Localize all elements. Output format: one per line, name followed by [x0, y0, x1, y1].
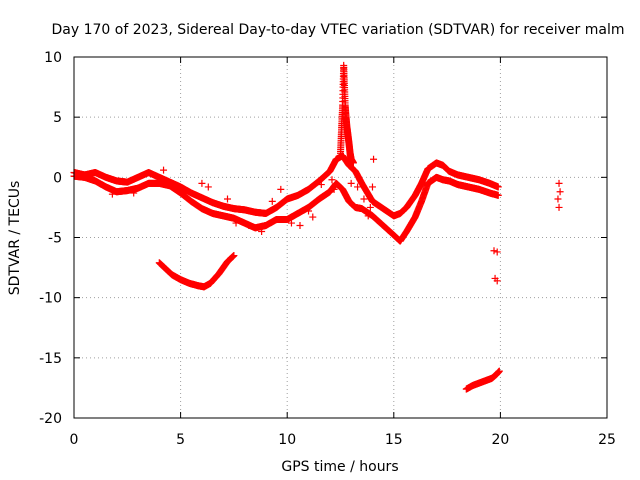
data-point-sparse-scatter [130, 189, 138, 197]
data-point-isolated [554, 195, 562, 203]
data-point-sparse-scatter [330, 185, 338, 193]
data-point-sparse-scatter [370, 155, 378, 163]
data-point-isolated [555, 179, 563, 187]
y-tick-label: 10 [44, 50, 62, 66]
y-tick-label: -15 [39, 351, 62, 367]
data-point-spike [349, 159, 357, 167]
data-point-deep-tail [495, 367, 503, 375]
data-point-sparse-scatter [224, 195, 232, 203]
data-point-sparse-scatter [296, 221, 304, 229]
data-point-sparse-scatter [368, 183, 376, 191]
data-point-sparse-scatter [364, 212, 372, 220]
x-axis-label: GPS time / hours [281, 459, 398, 475]
tick-labels: 0 5 10 15 20 25 -20 -15 -10 -5 0 5 10 [39, 50, 616, 448]
data-point-sparse-scatter [317, 181, 325, 189]
data-point-sparse-scatter [245, 221, 253, 229]
x-tick-label: 15 [385, 432, 403, 448]
chart-title: Day 170 of 2023, Sidereal Day-to-day VTE… [52, 22, 625, 38]
data-point-low-arc [230, 252, 238, 260]
x-tick-label: 0 [70, 432, 79, 448]
data-point-sparse-scatter [258, 227, 266, 235]
data-point-sparse-scatter [108, 190, 116, 198]
y-tick-label: 0 [53, 170, 62, 186]
data-point-sparse-scatter [360, 195, 368, 203]
data-point-sparse-scatter [366, 203, 374, 211]
data-point-sparse-scatter [277, 185, 285, 193]
x-tick-label: 20 [491, 432, 509, 448]
y-axis-label: SDTVAR / TECUs [7, 181, 23, 296]
data-point-sparse-scatter [268, 197, 276, 205]
y-tick-label: 5 [53, 110, 62, 126]
y-tick-label: -10 [39, 291, 62, 307]
data-point-main-band-lower [494, 191, 502, 199]
data-point-sparse-scatter [160, 166, 168, 174]
data-point-isolated [493, 277, 501, 285]
data-point-isolated [555, 203, 563, 211]
data-point-isolated [490, 247, 498, 255]
x-tick-label: 25 [598, 432, 616, 448]
data-point-sparse-scatter [232, 219, 240, 227]
data-point-sparse-scatter [328, 176, 336, 184]
data-point-sparse-scatter [347, 179, 355, 187]
data-point-sparse-scatter [198, 179, 206, 187]
data-point-isolated [556, 188, 564, 196]
data-point-main-band-upper [494, 183, 502, 191]
data-point-sparse-scatter [204, 183, 212, 191]
data-point-sparse-scatter [305, 207, 313, 215]
data-point-sparse-scatter [287, 219, 295, 227]
plot-frame [73, 56, 608, 419]
y-tick-label: -5 [48, 231, 62, 247]
x-tick-label: 5 [176, 432, 185, 448]
data-point-isolated [493, 248, 501, 256]
data-point-sparse-scatter [354, 183, 362, 191]
y-tick-label: -20 [39, 411, 62, 427]
x-tick-label: 10 [278, 432, 296, 448]
data-points [70, 61, 564, 393]
data-point-sparse-scatter [309, 213, 317, 221]
